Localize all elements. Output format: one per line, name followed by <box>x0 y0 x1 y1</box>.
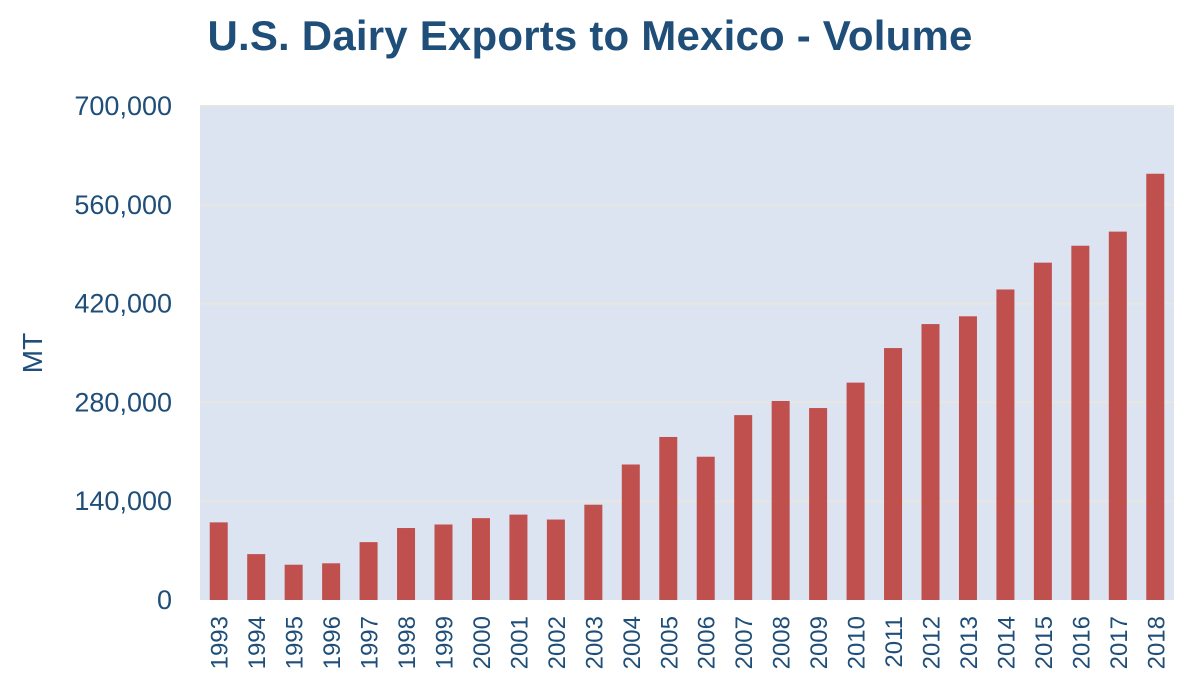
bar-1994 <box>247 554 266 600</box>
y-tick-label: 140,000 <box>74 486 172 516</box>
bar-2005 <box>659 436 678 600</box>
plot-area <box>200 106 1174 600</box>
x-tick-label: 2008 <box>769 616 796 669</box>
bar-2009 <box>809 408 828 600</box>
x-tick-label: 1996 <box>319 616 346 669</box>
x-tick-label: 2014 <box>993 616 1020 669</box>
chart-title: U.S. Dairy Exports to Mexico - Volume <box>207 12 973 59</box>
bar-2010 <box>846 382 865 600</box>
y-tick-label: 0 <box>157 585 172 615</box>
bar-2002 <box>546 519 565 600</box>
x-tick-label: 1999 <box>432 616 459 669</box>
x-tick-label: 2004 <box>619 616 646 669</box>
bar-1995 <box>284 564 303 600</box>
bar-2000 <box>471 518 490 600</box>
y-axis-title: MT <box>17 333 48 373</box>
bar-2015 <box>1033 262 1052 600</box>
x-tick-label: 2017 <box>1106 616 1133 669</box>
bar-1993 <box>209 522 228 600</box>
x-tick-label: 2006 <box>694 616 721 669</box>
y-tick-label: 280,000 <box>74 387 172 417</box>
y-tick-label: 700,000 <box>74 91 172 121</box>
bar-2003 <box>584 504 603 600</box>
bar-2008 <box>771 400 790 600</box>
bar-1997 <box>359 542 378 600</box>
bar-2006 <box>696 456 715 600</box>
x-tick-label: 2002 <box>544 616 571 669</box>
bar-2007 <box>734 415 753 600</box>
bar-2017 <box>1108 231 1127 601</box>
x-tick-label: 1993 <box>207 616 234 669</box>
bar-2016 <box>1071 245 1090 600</box>
bar-2004 <box>621 464 640 600</box>
x-tick-label: 2012 <box>919 616 946 669</box>
x-tick-label: 2005 <box>656 616 683 669</box>
x-tick-label: 1998 <box>394 616 421 669</box>
x-tick-label: 2003 <box>581 616 608 669</box>
bar-2012 <box>921 324 940 600</box>
y-axis-ticks: 0 140,000 280,000 420,000 560,000 700,000 <box>74 91 172 615</box>
bar-2001 <box>509 514 528 600</box>
x-tick-label: 2016 <box>1068 616 1095 669</box>
x-tick-label: 1995 <box>282 616 309 669</box>
x-tick-label: 2018 <box>1143 616 1170 669</box>
bar-1999 <box>434 524 453 600</box>
bar-2013 <box>958 316 977 600</box>
x-tick-label: 2015 <box>1031 616 1058 669</box>
x-tick-label: 2010 <box>844 616 871 669</box>
bars <box>209 173 1165 601</box>
x-tick-label: 2013 <box>956 616 983 669</box>
bar-1996 <box>322 563 341 600</box>
x-tick-label: 1994 <box>244 616 271 669</box>
x-tick-label: 2011 <box>881 616 908 668</box>
x-tick-label: 2007 <box>731 616 758 669</box>
x-tick-label: 1997 <box>357 616 384 669</box>
bar-2018 <box>1146 173 1165 600</box>
x-tick-label: 2000 <box>469 616 496 669</box>
bar-2014 <box>996 289 1015 600</box>
y-tick-label: 560,000 <box>74 190 172 220</box>
bar-2011 <box>884 348 903 600</box>
x-axis-ticks: 1993 1994 1995 1996 1997 1998 1999 2000 2001 2002… <box>207 616 1171 669</box>
x-tick-label: 2001 <box>506 616 533 669</box>
y-tick-label: 420,000 <box>74 289 172 319</box>
x-tick-label: 2009 <box>806 616 833 669</box>
bar-1998 <box>397 528 416 600</box>
